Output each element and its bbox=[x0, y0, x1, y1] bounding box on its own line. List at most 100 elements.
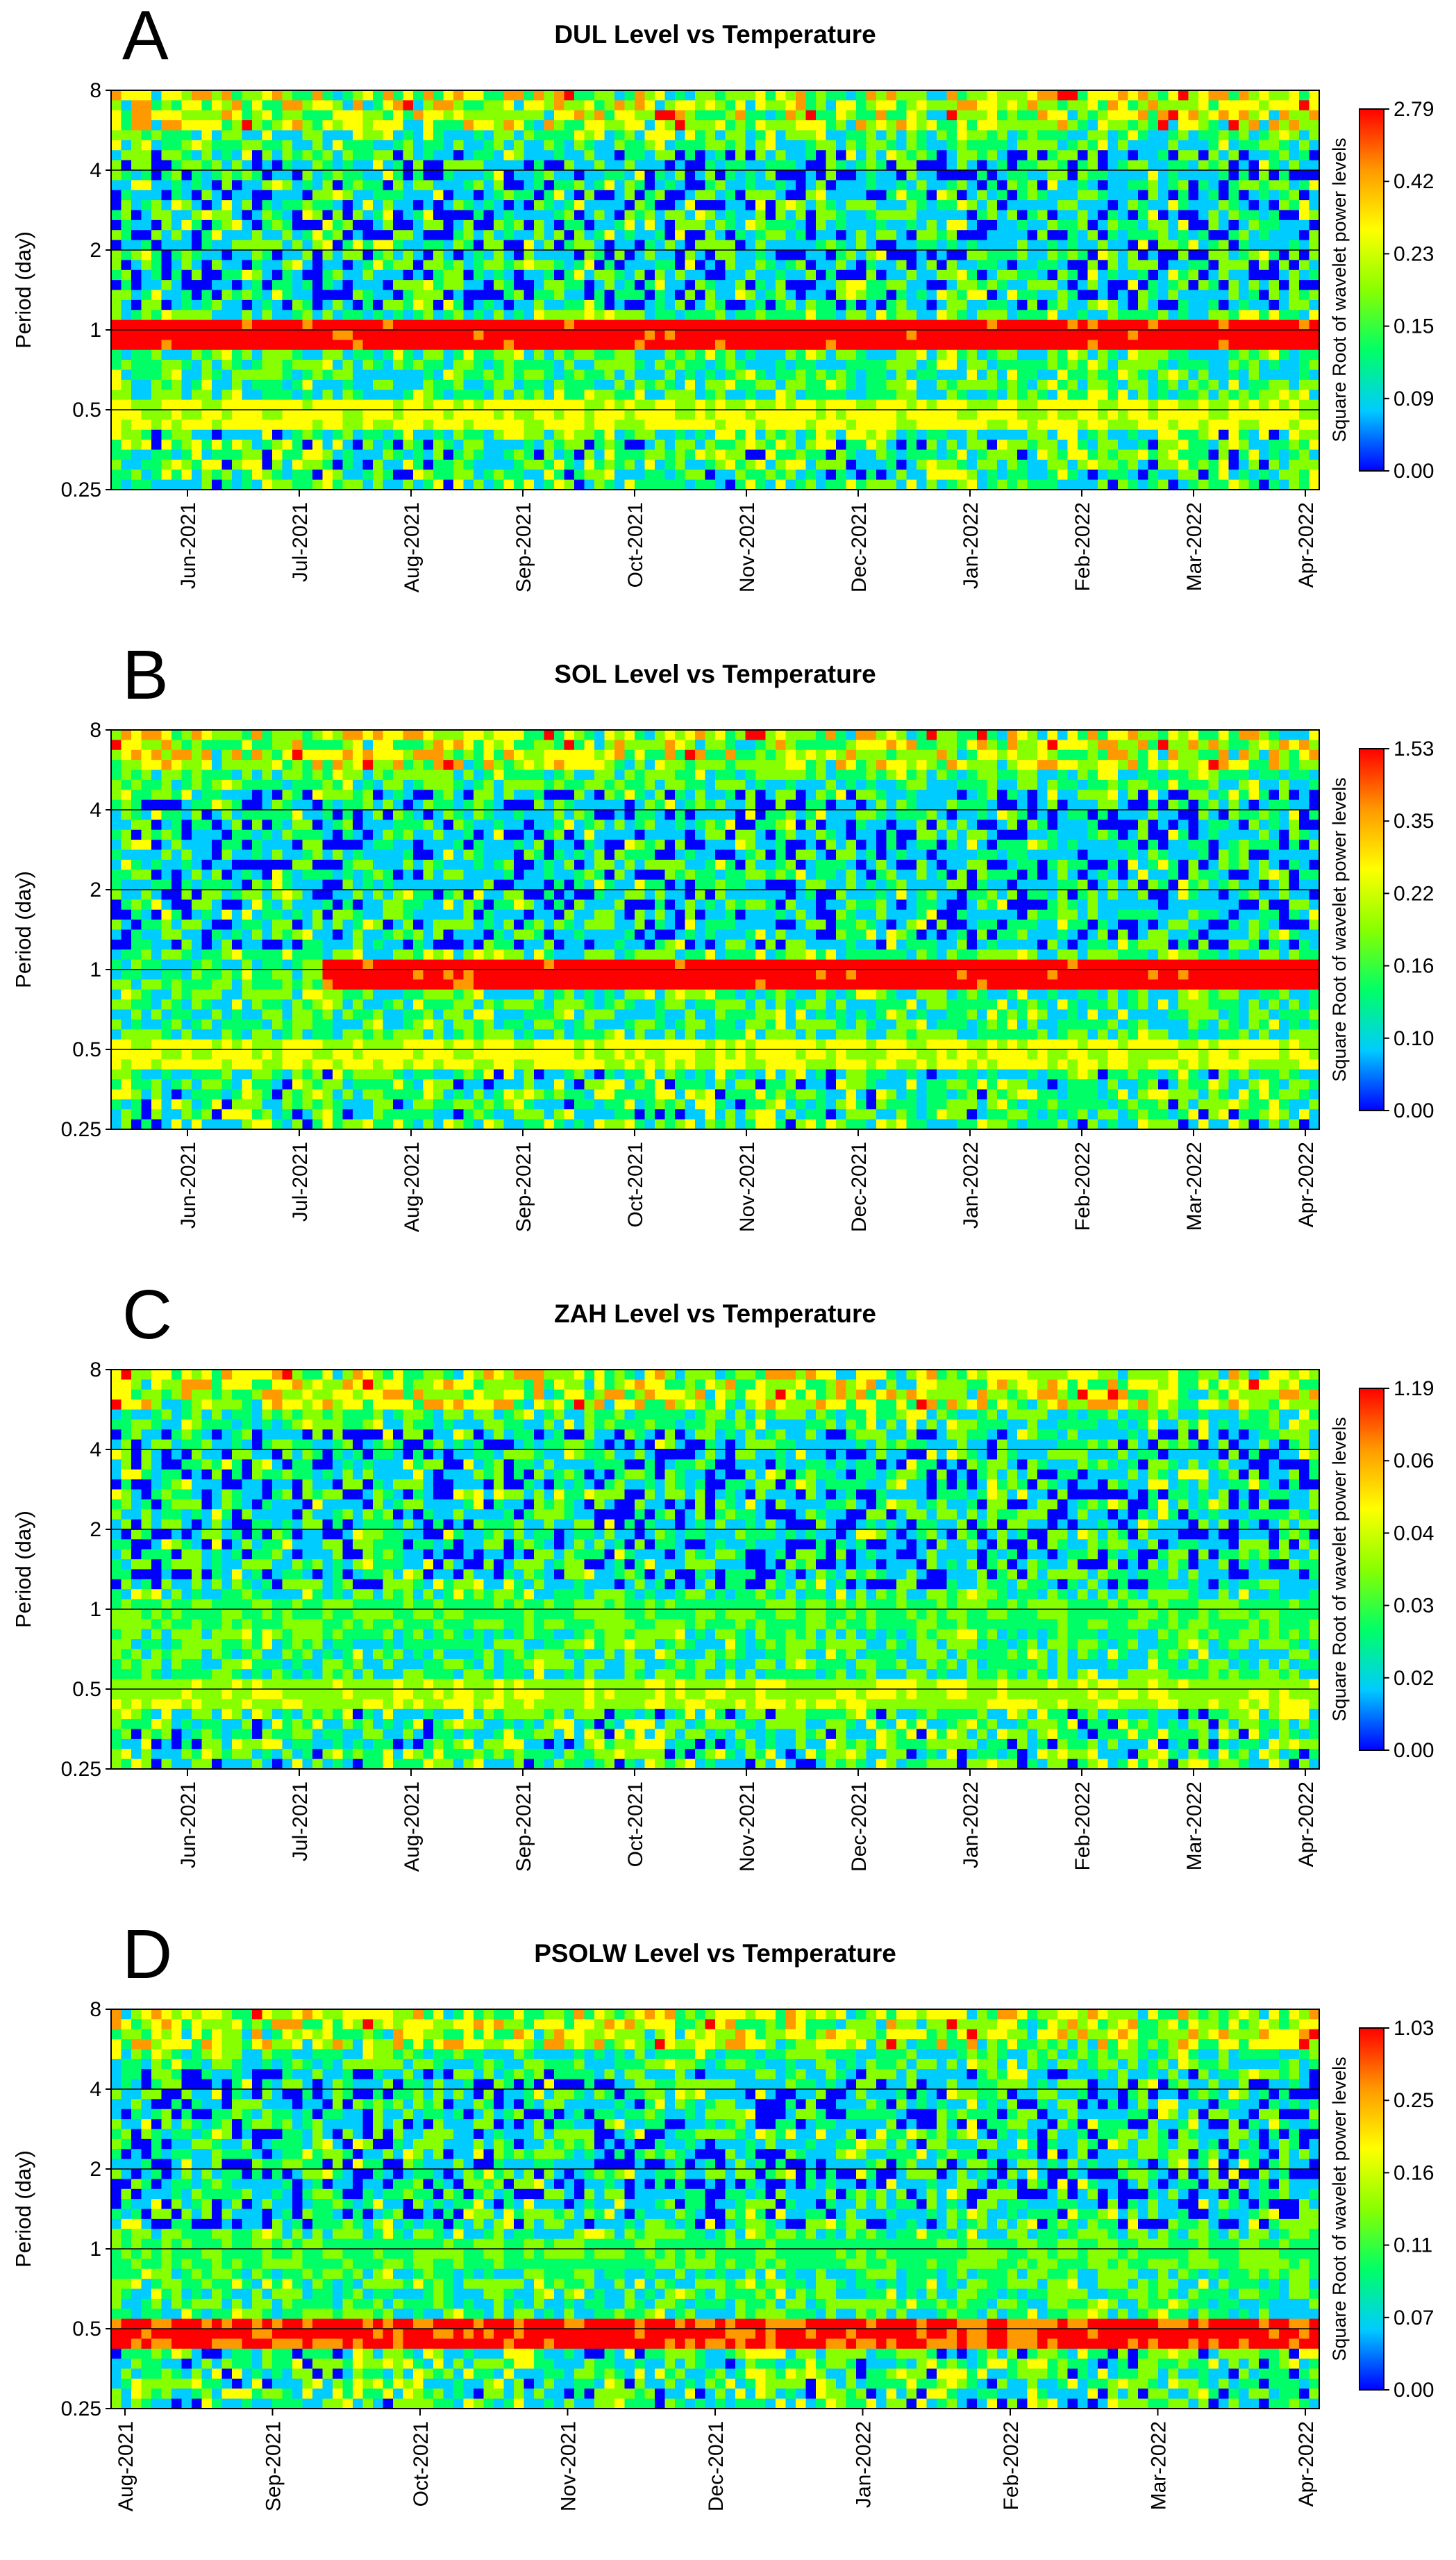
heatmap-cell bbox=[1107, 130, 1119, 141]
heatmap-cell bbox=[1067, 379, 1078, 390]
heatmap-cell bbox=[1148, 390, 1159, 401]
heatmap-cell bbox=[262, 269, 273, 281]
heatmap-cell bbox=[423, 330, 434, 340]
heatmap-cell bbox=[725, 390, 736, 401]
heatmap-cell bbox=[151, 319, 162, 331]
heatmap-cell bbox=[453, 160, 465, 171]
heatmap-cell bbox=[564, 90, 575, 101]
heatmap-cell bbox=[121, 319, 132, 331]
heatmap-cell bbox=[242, 459, 253, 470]
heatmap-cell bbox=[1279, 250, 1290, 260]
heatmap-cell bbox=[776, 100, 787, 111]
heatmap-cell bbox=[644, 140, 655, 151]
heatmap-cell bbox=[201, 319, 212, 331]
heatmap-cell bbox=[1198, 190, 1210, 201]
heatmap-cell bbox=[232, 479, 243, 490]
y-tick-label: 0.25 bbox=[61, 479, 101, 501]
heatmap-cell bbox=[1128, 260, 1139, 271]
heatmap-cell bbox=[1168, 410, 1179, 420]
heatmap-cell bbox=[1118, 180, 1129, 191]
heatmap-cell bbox=[221, 340, 233, 351]
heatmap-cell bbox=[322, 319, 333, 331]
heatmap-cell bbox=[333, 240, 344, 251]
heatmap-cell bbox=[1027, 130, 1038, 141]
heatmap-cell bbox=[503, 160, 514, 171]
heatmap-cell bbox=[635, 280, 646, 291]
heatmap-cell bbox=[574, 330, 585, 340]
heatmap-cell bbox=[695, 170, 706, 181]
heatmap-cell bbox=[494, 219, 505, 231]
heatmap-cell bbox=[494, 340, 505, 351]
heatmap-cell bbox=[474, 379, 485, 390]
heatmap-cell bbox=[564, 379, 575, 390]
heatmap-cell bbox=[252, 290, 263, 301]
heatmap-cell bbox=[805, 319, 817, 331]
heatmap-cell bbox=[121, 219, 132, 231]
heatmap-cell bbox=[151, 230, 162, 241]
heatmap-cell bbox=[362, 410, 374, 420]
heatmap-cell bbox=[937, 419, 948, 431]
heatmap-cell bbox=[635, 200, 646, 211]
heatmap-cell bbox=[544, 360, 555, 371]
heatmap-cell bbox=[161, 319, 172, 331]
heatmap-cell bbox=[1168, 390, 1179, 401]
heatmap-cell bbox=[886, 299, 897, 310]
heatmap-cell bbox=[353, 180, 364, 191]
heatmap-cell bbox=[362, 100, 374, 111]
heatmap-cell bbox=[453, 100, 465, 111]
heatmap-cell bbox=[1178, 379, 1189, 390]
heatmap-cell bbox=[474, 410, 485, 420]
heatmap-cell bbox=[282, 440, 293, 451]
heatmap-cell bbox=[514, 130, 525, 141]
heatmap-cell bbox=[1148, 479, 1159, 490]
heatmap-cell bbox=[1007, 399, 1018, 410]
heatmap-cell bbox=[604, 210, 615, 221]
heatmap-cell bbox=[1289, 280, 1300, 291]
heatmap-cell bbox=[1269, 399, 1280, 410]
heatmap-cell bbox=[584, 200, 595, 211]
heatmap-cell bbox=[906, 410, 917, 420]
heatmap-cell bbox=[705, 150, 716, 161]
heatmap-cell bbox=[1138, 250, 1149, 260]
heatmap-cell bbox=[997, 150, 1008, 161]
heatmap-cell bbox=[725, 290, 736, 301]
heatmap-cell bbox=[121, 180, 132, 191]
heatmap-cell bbox=[1289, 140, 1300, 151]
heatmap-cell bbox=[1118, 110, 1129, 121]
heatmap-cell bbox=[141, 210, 152, 221]
heatmap-cell bbox=[574, 290, 585, 301]
heatmap-cell bbox=[221, 449, 233, 460]
heatmap-cell bbox=[232, 330, 243, 340]
heatmap-cell bbox=[896, 290, 907, 301]
heatmap-cell bbox=[967, 120, 978, 131]
heatmap-cell bbox=[776, 299, 787, 310]
heatmap-cell bbox=[534, 170, 545, 181]
heatmap-cell bbox=[1269, 349, 1280, 360]
heatmap-cell bbox=[1017, 390, 1028, 401]
heatmap-cell bbox=[745, 160, 756, 171]
heatmap-cell bbox=[1078, 269, 1089, 281]
heatmap-cell bbox=[765, 290, 776, 301]
heatmap-cell bbox=[1027, 419, 1038, 431]
heatmap-cell bbox=[141, 140, 152, 151]
heatmap-cell bbox=[725, 280, 736, 291]
heatmap-cell bbox=[403, 360, 414, 371]
heatmap-cell bbox=[664, 280, 676, 291]
heatmap-cell bbox=[866, 200, 877, 211]
heatmap-cell bbox=[483, 290, 494, 301]
heatmap-cell bbox=[1178, 230, 1189, 241]
heatmap-cell bbox=[705, 240, 716, 251]
heatmap-cell bbox=[181, 100, 192, 111]
heatmap-cell bbox=[1208, 219, 1219, 231]
heatmap-cell bbox=[614, 250, 626, 260]
heatmap-cell bbox=[655, 429, 666, 440]
heatmap-cell bbox=[131, 319, 142, 331]
heatmap-cell bbox=[494, 730, 505, 740]
heatmap-cell bbox=[1118, 130, 1129, 141]
heatmap-cell bbox=[987, 269, 998, 281]
heatmap-cell bbox=[584, 250, 595, 260]
heatmap-cell bbox=[1259, 230, 1270, 241]
heatmap-cell bbox=[776, 479, 787, 490]
heatmap-cell bbox=[433, 730, 444, 740]
heatmap-cell bbox=[111, 440, 122, 451]
